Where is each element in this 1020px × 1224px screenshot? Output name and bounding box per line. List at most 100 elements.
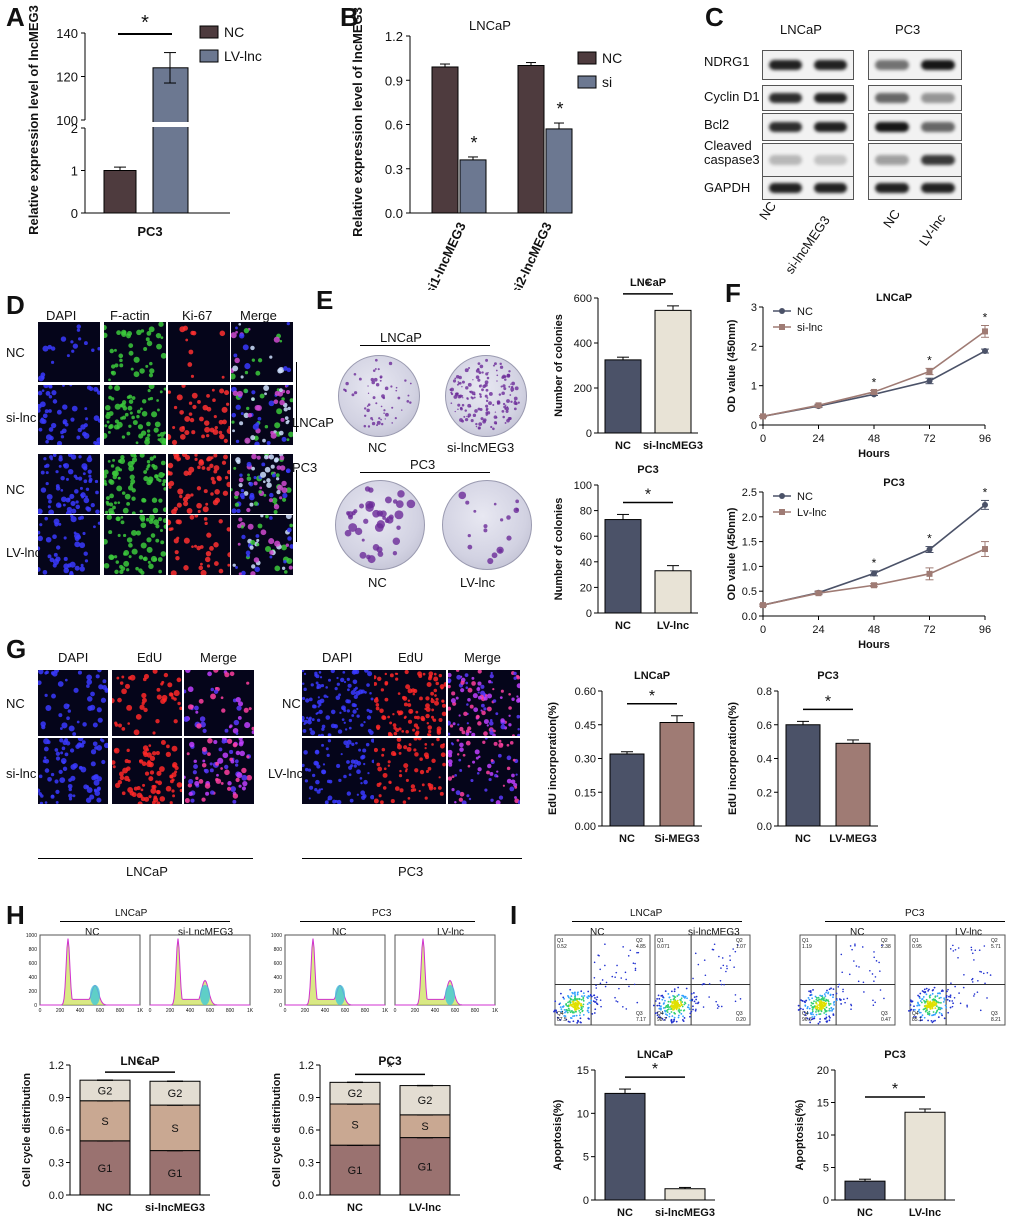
legend-label: Lv-lnc <box>797 507 827 519</box>
event-dot <box>917 1001 919 1004</box>
y-axis-label: OD value (450nm) <box>726 319 738 412</box>
event-dot <box>561 1010 564 1013</box>
event-dot <box>818 1013 821 1016</box>
x-tick-label: 200 <box>166 1008 175 1014</box>
event-dot <box>932 1014 934 1017</box>
y-tick-label: 15 <box>817 1098 829 1110</box>
event-dot <box>929 1007 932 1010</box>
data-point <box>760 413 766 420</box>
event-dot <box>820 1008 823 1011</box>
blot-membrane <box>762 143 854 177</box>
y-axis-label: EdU incorporation(%) <box>547 702 559 815</box>
colony <box>485 404 489 408</box>
panel-letter-f: F <box>725 278 741 308</box>
colony <box>374 358 378 362</box>
colony <box>458 491 467 500</box>
event-dot <box>989 974 992 976</box>
event-dot <box>734 950 737 953</box>
segment-label: S <box>171 1123 178 1135</box>
colony <box>508 370 511 373</box>
event-dot <box>918 1008 921 1011</box>
event-dot <box>928 996 931 999</box>
micrograph <box>374 738 446 804</box>
event-dot <box>569 997 572 1000</box>
colony <box>344 529 352 537</box>
y-tick-label: 120 <box>56 70 78 85</box>
micrograph <box>374 670 446 736</box>
event-dot <box>676 999 679 1002</box>
colony <box>454 377 457 380</box>
colony <box>478 427 481 430</box>
event-dot <box>971 978 973 981</box>
x-tick-label: 96 <box>979 624 991 636</box>
event-dot <box>663 1018 666 1021</box>
colony <box>481 371 484 374</box>
y-tick-label: 10 <box>817 1130 829 1142</box>
data-point <box>926 368 933 375</box>
event-dot <box>941 1014 943 1017</box>
significance-star: * <box>387 1059 393 1076</box>
event-dot <box>726 965 728 967</box>
event-dot <box>574 999 576 1001</box>
quadrant-name: Q2 <box>991 938 998 944</box>
quadrant-value: 98.7 <box>657 1017 667 1023</box>
event-dot <box>567 1007 570 1010</box>
chart-h1: LNCaP 0.0 0.3 0.6 0.9 1.2 Cell cycle distribut… <box>21 1054 210 1214</box>
event-dot <box>665 1013 667 1016</box>
d-row-silnc: si-lnc <box>6 410 37 425</box>
event-dot <box>925 987 928 990</box>
y-axis-label: Number of colonies <box>553 314 565 417</box>
event-dot <box>871 973 874 975</box>
g-pc3-row-lv: LV-lnc <box>268 766 304 781</box>
event-dot <box>878 961 880 964</box>
y-tick-label: 0.0 <box>385 206 403 221</box>
event-dot <box>661 998 664 1001</box>
colony <box>504 378 507 381</box>
event-dot <box>594 1008 597 1011</box>
blot-membrane <box>762 50 854 80</box>
event-dot <box>938 997 941 1000</box>
colony <box>510 400 513 403</box>
colony <box>404 379 407 382</box>
event-dot <box>594 997 596 999</box>
colony <box>478 393 481 395</box>
legend-label-si: si <box>602 74 612 90</box>
quadrant-name: Q1 <box>557 938 564 944</box>
event-dot <box>582 992 585 995</box>
event-dot <box>850 1004 853 1007</box>
event-dot <box>919 1019 922 1022</box>
y-tick-label: 2.0 <box>742 512 757 524</box>
event-dot <box>857 980 860 983</box>
colony <box>450 392 454 396</box>
legend-label: NC <box>797 306 813 318</box>
colony <box>464 368 469 373</box>
event-dot <box>578 998 581 1001</box>
significance-star: * <box>872 556 877 570</box>
event-dot <box>567 1020 570 1023</box>
event-dot <box>566 1011 569 1014</box>
colony <box>461 403 465 407</box>
blot-band <box>814 183 847 193</box>
x-tick-label: 800 <box>361 1008 370 1014</box>
bar <box>545 128 573 214</box>
event-dot <box>667 993 670 995</box>
event-dot <box>879 989 882 991</box>
event-dot <box>561 1006 564 1008</box>
event-dot <box>928 1010 931 1013</box>
event-dot <box>879 970 881 972</box>
event-dot <box>559 1018 562 1021</box>
x-tick-label: 200 <box>56 1008 65 1014</box>
panel-letter-c: C <box>705 2 724 32</box>
i-lnc-label-nc: NC <box>590 927 605 938</box>
colony <box>366 408 370 413</box>
event-dot <box>576 1006 579 1009</box>
legend-swatch-si <box>577 75 597 89</box>
event-dot <box>594 1001 597 1003</box>
event-dot <box>589 993 592 996</box>
colony <box>493 502 497 506</box>
event-dot <box>669 1000 672 1003</box>
blot-band <box>814 93 847 103</box>
colony <box>514 400 516 403</box>
event-dot <box>680 1012 683 1015</box>
x-tick-label: 200 <box>301 1008 310 1014</box>
